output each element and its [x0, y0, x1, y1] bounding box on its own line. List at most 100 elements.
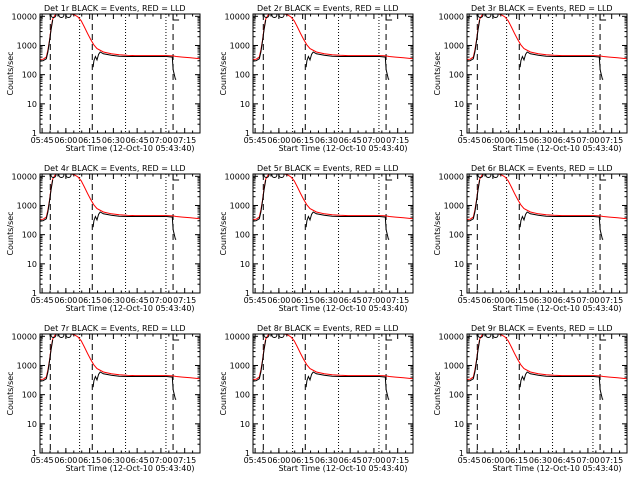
x-axis-label: Start Time (12-Oct-10 05:43:40) [278, 464, 407, 473]
peak-marker-2 [58, 174, 65, 178]
peak-marker-1 [477, 174, 484, 178]
x-tick-label: 05:45 [458, 296, 481, 305]
x-tick-label: 07:15 [386, 136, 409, 145]
y-tick-label: 1000 [230, 41, 250, 50]
y-tick-label: 10 [27, 420, 37, 429]
y-tick-label: 1 [459, 449, 464, 458]
plot-frame [466, 173, 628, 294]
plot-frame [39, 13, 201, 134]
panel-title: Det 8r BLACK = Events, RED = LLD [257, 324, 399, 333]
plot-frame [39, 173, 201, 294]
peak-marker-3 [65, 334, 72, 338]
x-axis-label: Start Time (12-Oct-10 05:43:40) [492, 464, 621, 473]
y-axis-label: Counts/sec [433, 51, 442, 95]
y-tick-label: 10 [454, 260, 464, 269]
events-series-line [253, 179, 390, 240]
x-tick-label: 05:45 [458, 456, 481, 465]
y-axis-label: Counts/sec [433, 211, 442, 255]
y-tick-label: 1 [32, 449, 37, 458]
x-tick-label: 06:00 [54, 456, 77, 465]
bracket-mark [172, 174, 180, 181]
y-tick-label: 1 [32, 129, 37, 138]
x-tick-label: 06:15 [291, 296, 314, 305]
x-tick-label: 06:15 [78, 296, 101, 305]
peak-marker-2 [485, 14, 492, 18]
x-tick-label: 06:30 [315, 456, 338, 465]
x-tick-label: 06:15 [78, 456, 101, 465]
y-tick-label: 100 [22, 391, 37, 400]
x-tick-label: 07:00 [149, 456, 172, 465]
bracket-mark [172, 14, 180, 21]
x-axis-label: Start Time (12-Oct-10 05:43:40) [65, 144, 194, 153]
plot-frame [252, 13, 414, 134]
bracket-mark [599, 174, 607, 181]
x-tick-label: 06:00 [54, 136, 77, 145]
panel-title: Det 5r BLACK = Events, RED = LLD [257, 164, 399, 173]
peak-marker-3 [278, 14, 285, 18]
peak-marker-3 [278, 174, 285, 178]
plot-frame [252, 173, 414, 294]
lld-series-line [253, 14, 413, 60]
x-tick-label: 06:45 [339, 456, 362, 465]
x-tick-label: 06:15 [505, 456, 528, 465]
x-tick-label: 06:30 [315, 296, 338, 305]
y-tick-label: 10000 [12, 332, 37, 341]
x-tick-label: 06:45 [126, 296, 149, 305]
x-tick-label: 06:30 [529, 136, 552, 145]
peak-marker-3 [65, 14, 72, 18]
events-series-line [467, 19, 604, 80]
panel-5: Det 5r BLACK = Events, RED = LLD 1 10 100 10… [219, 164, 414, 313]
x-tick-label: 05:45 [31, 296, 54, 305]
x-tick-label: 05:45 [31, 136, 54, 145]
y-tick-label: 10 [454, 420, 464, 429]
x-tick-label: 06:30 [102, 136, 125, 145]
peak-marker-2 [271, 174, 278, 178]
y-axis-label: Counts/sec [219, 371, 228, 415]
x-tick-label: 06:15 [291, 456, 314, 465]
events-series-line [40, 179, 177, 240]
lld-series-line [40, 14, 200, 60]
y-tick-label: 1000 [17, 41, 37, 50]
y-tick-label: 10000 [439, 172, 464, 181]
x-tick-label: 06:00 [267, 296, 290, 305]
x-tick-label: 07:00 [362, 456, 385, 465]
y-tick-label: 100 [22, 231, 37, 240]
peak-marker-1 [477, 14, 484, 18]
y-tick-label: 10 [27, 100, 37, 109]
y-tick-label: 100 [449, 231, 464, 240]
peak-marker-1 [263, 14, 270, 18]
panel-title: Det 1r BLACK = Events, RED = LLD [44, 4, 186, 13]
panel-1: Det 1r BLACK = Events, RED = LLD 1 10 100 10… [6, 4, 201, 153]
y-tick-label: 10 [240, 260, 250, 269]
x-axis-label: Start Time (12-Oct-10 05:43:40) [278, 144, 407, 153]
x-tick-label: 05:45 [244, 296, 267, 305]
plot-frame [466, 333, 628, 454]
peak-marker-2 [271, 334, 278, 338]
x-tick-label: 06:45 [126, 456, 149, 465]
peak-marker-2 [58, 14, 65, 18]
lld-series-line [467, 334, 627, 380]
peak-marker-3 [278, 334, 285, 338]
x-tick-label: 06:30 [529, 456, 552, 465]
x-tick-label: 07:15 [173, 456, 196, 465]
y-tick-label: 1 [245, 289, 250, 298]
x-tick-label: 07:00 [149, 136, 172, 145]
bracket-mark [385, 334, 393, 341]
x-tick-label: 06:45 [553, 296, 576, 305]
plot-area [40, 14, 200, 80]
y-tick-label: 1 [245, 449, 250, 458]
peak-marker-3 [492, 174, 499, 178]
x-tick-label: 05:45 [31, 456, 54, 465]
x-tick-label: 06:00 [481, 456, 504, 465]
lld-series-line [253, 174, 413, 220]
x-tick-label: 06:30 [102, 456, 125, 465]
y-tick-label: 10 [240, 100, 250, 109]
x-axis-label: Start Time (12-Oct-10 05:43:40) [492, 304, 621, 313]
y-tick-label: 1000 [17, 201, 37, 210]
plot-area [253, 174, 413, 240]
x-tick-label: 05:45 [458, 136, 481, 145]
x-tick-label: 06:15 [505, 296, 528, 305]
panel-title: Det 3r BLACK = Events, RED = LLD [471, 4, 613, 13]
y-tick-label: 10000 [12, 12, 37, 21]
y-axis-label: Counts/sec [219, 51, 228, 95]
